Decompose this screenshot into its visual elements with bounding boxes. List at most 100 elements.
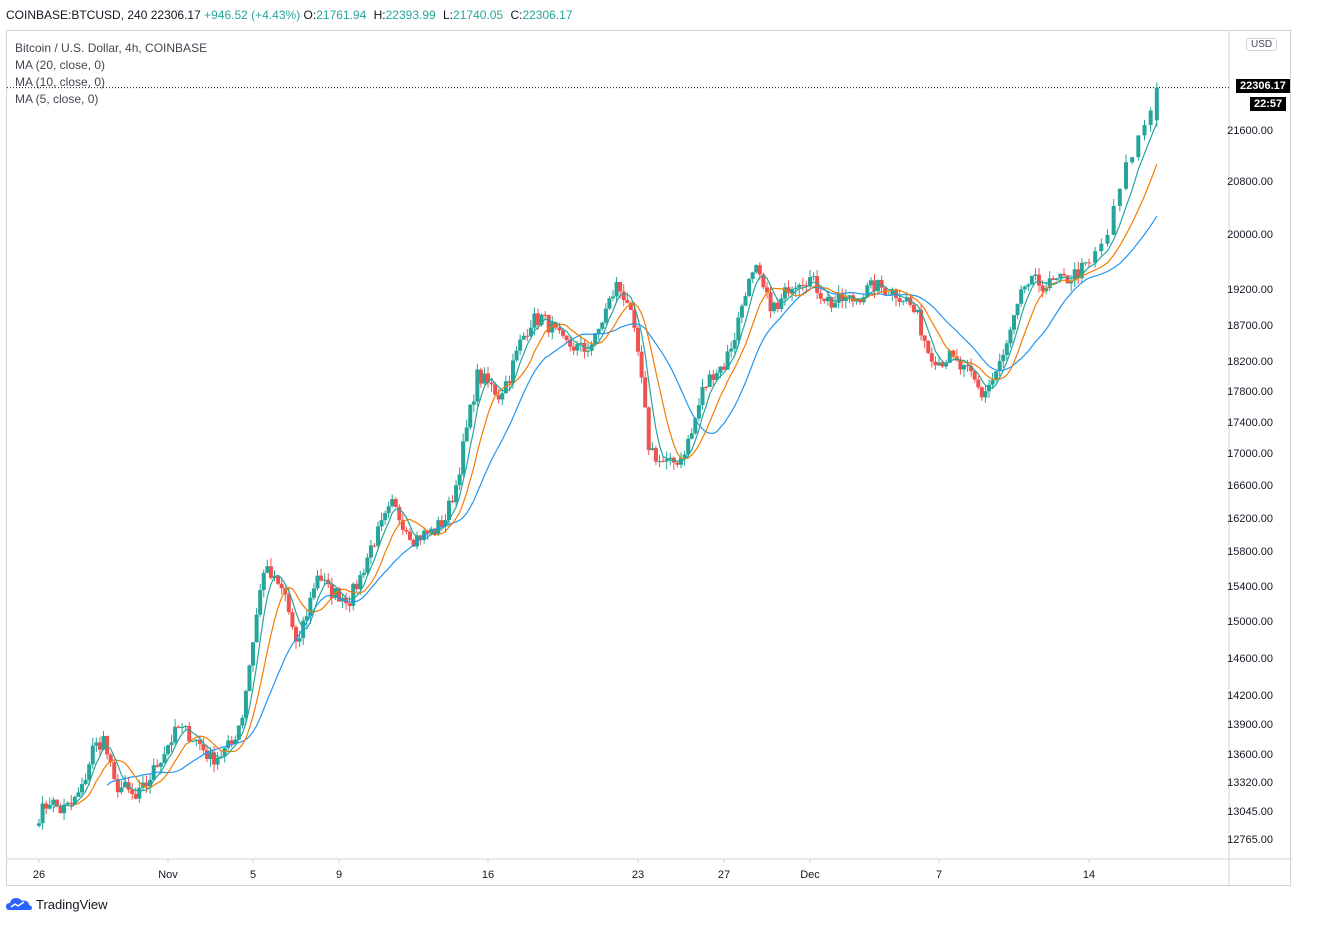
chart-frame[interactable]: 12765.00 13045.00 13320.00 13600.00 13900.00… [6,30,1292,887]
candle-body [390,499,395,507]
candle-body [133,794,138,799]
candle-body [383,513,388,521]
x-tick-label: 23 [632,869,644,881]
price-chart[interactable]: 12765.00 13045.00 13320.00 13600.00 13900.00… [7,31,1292,887]
candle-body [361,572,366,576]
candle-body [929,353,934,362]
candle-body [603,308,608,323]
candle-body [1029,275,1034,285]
candle-body [578,342,583,345]
candle-body [112,762,117,780]
candle-body [1142,125,1147,136]
candle-body [947,350,952,363]
legend-ma20[interactable]: MA (20, close, 0) [15,58,106,72]
candle-body [808,277,812,287]
candle-body [736,317,741,341]
y-tick-label: 15000.00 [1227,616,1273,628]
candle-body [482,373,487,384]
x-tick-label: 7 [936,869,942,881]
tradingview-logo[interactable]: TradingView [6,896,108,912]
candle-body [400,520,405,530]
candle-body [707,374,712,387]
candle-body [415,535,420,547]
ma10-line [70,163,1158,808]
candle-body [568,339,573,347]
candle-body [90,745,95,765]
candle-body [994,371,999,380]
candle-body [158,762,163,767]
y-tick-label: 18200.00 [1227,356,1273,368]
candle-body [101,735,106,750]
candle-body [478,369,483,384]
candle-body [1051,278,1056,280]
candle-body [115,779,120,793]
candle-body [1022,286,1027,290]
candle-body [940,362,945,367]
candle-body [439,520,444,527]
candle-body [1105,234,1110,244]
candle-body [1072,269,1077,281]
candle-body [851,295,855,302]
candle-body [1037,274,1041,286]
symbol-name[interactable]: COINBASE:BTCUSD, 240 [6,8,148,22]
candle-body [290,612,295,628]
candle-body [496,394,501,400]
candle-body [379,520,384,527]
candle-body [890,289,895,296]
candle-body [44,803,49,809]
x-tick-label: 14 [1083,869,1095,881]
candle-body [937,362,941,366]
candle-body [1099,243,1104,252]
candle-body [962,365,966,370]
candle-body [1019,289,1024,304]
y-tick-label: 17000.00 [1227,448,1273,460]
candle-body [229,740,234,744]
candle-body [979,387,984,398]
candle-body [204,750,209,760]
candle-body [564,335,569,340]
candle-body [461,441,466,475]
legend-ma10[interactable]: MA (10, close, 0) [15,75,106,89]
y-tick-label: 13600.00 [1227,749,1273,761]
candle-body [407,531,412,540]
currency-badge[interactable]: USD [1246,38,1278,51]
candle-body [550,322,555,333]
y-tick-label: 17800.00 [1227,386,1273,398]
candle-body [768,292,773,312]
candle-body [811,276,816,278]
candle-body [668,457,673,460]
candle-body [1117,188,1122,206]
candle-body [454,485,459,503]
candle-body [475,369,480,402]
candle-body [761,274,766,288]
candle-body [543,314,548,316]
last-price: 22306.17 [150,8,201,22]
candle-body [732,340,737,349]
candle-body [240,717,245,726]
candle-body [69,802,74,805]
candle-body [493,384,498,395]
candle-body [329,584,334,599]
candle-body [65,802,70,805]
legend-ma5[interactable]: MA (5, close, 0) [15,92,99,106]
candle-body [876,279,881,292]
candle-body [1130,157,1135,163]
countdown-tag: 22:57 [1250,97,1287,111]
candle-body [386,506,391,514]
candle-body [646,407,651,451]
legend-title[interactable]: Bitcoin / U.S. Dollar, 4h, COINBASE [15,41,208,55]
candle-body [514,350,519,361]
high-value: 22393.99 [385,8,436,22]
candle-body [119,787,124,793]
candle-body [511,360,515,384]
y-tick-label: 20800.00 [1227,176,1273,188]
symbol-header: COINBASE:BTCUSD, 240 22306.17 +946.52 (+… [6,8,577,22]
candle-body [297,638,302,642]
candle-body [757,265,762,275]
candle-body [700,386,705,406]
candle-body [586,350,590,352]
candle-body [166,745,170,754]
candle-body [337,588,341,602]
candle-body [443,520,448,527]
brand-name: TradingView [36,896,108,912]
